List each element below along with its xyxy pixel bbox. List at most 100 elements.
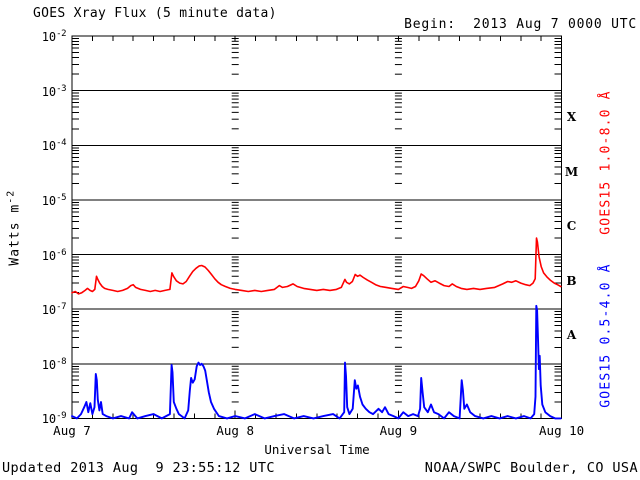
day-gridline-dash	[231, 92, 239, 94]
day-gridline-dash	[394, 128, 402, 130]
day-gridline-dash	[394, 391, 402, 393]
day-gridline-dash	[394, 102, 402, 104]
y-axis-tick-label: 10-4	[41, 138, 67, 154]
x-axis-tick-label: Aug 7	[53, 423, 91, 438]
day-gridline-dash	[231, 391, 239, 393]
day-gridline-dash	[394, 215, 402, 217]
day-gridline-dash	[231, 365, 239, 367]
begin-timestamp: Begin: 2013 Aug 7 0000 UTC	[404, 17, 637, 32]
day-gridline-dash	[394, 317, 402, 319]
day-gridline-dash	[394, 166, 402, 168]
y-axis-tick-label: 10-6	[41, 247, 67, 263]
y-axis-title: Watts m-2	[5, 118, 22, 338]
flare-class-letter: B	[566, 273, 577, 288]
day-gridline-dash	[231, 161, 239, 163]
day-gridline-dash	[231, 266, 239, 268]
y-axis-tick-label: 10-5	[41, 192, 67, 208]
day-gridline-dash	[231, 73, 239, 75]
day-gridline-dash	[394, 201, 402, 203]
x-axis-title: Universal Time	[264, 442, 370, 457]
day-gridline-dash	[231, 262, 239, 264]
day-gridline-dash	[231, 221, 239, 223]
day-gridline-dash	[231, 270, 239, 272]
day-gridline-dash	[231, 215, 239, 217]
day-gridline-dash	[231, 156, 239, 158]
day-gridline-dash	[231, 51, 239, 53]
day-gridline-dash	[231, 118, 239, 120]
day-gridline-dash	[231, 106, 239, 108]
day-gridline-dash	[394, 64, 402, 66]
day-gridline-dash	[231, 259, 239, 261]
day-gridline-dash	[231, 237, 239, 239]
day-gridline-dash	[231, 43, 239, 45]
day-gridline-dash	[231, 337, 239, 339]
day-gridline-dash	[231, 98, 239, 100]
flare-class-letter: X	[566, 109, 577, 124]
x-axis-tick-label: Aug 8	[216, 423, 254, 438]
flare-class-letter: C	[566, 219, 577, 234]
day-gridline-dash	[394, 182, 402, 184]
day-gridline-dash	[394, 173, 402, 175]
page-title: GOES Xray Flux (5 minute data)	[33, 6, 277, 21]
day-gridline-dash	[231, 204, 239, 206]
day-gridline-dash	[394, 207, 402, 209]
day-gridline-dash	[394, 365, 402, 367]
day-gridline-dash	[231, 102, 239, 104]
day-gridline-dash	[394, 311, 402, 313]
day-gridline-dash	[394, 161, 402, 163]
day-gridline-dash	[394, 256, 402, 258]
day-gridline-dash	[231, 311, 239, 313]
day-gridline-dash	[394, 275, 402, 277]
day-gridline-dash	[394, 40, 402, 42]
day-gridline-dash	[231, 325, 239, 327]
day-gridline-dash	[394, 385, 402, 387]
day-gridline-dash	[231, 385, 239, 387]
day-gridline-dash	[394, 204, 402, 206]
day-gridline-dash	[231, 37, 239, 39]
day-gridline-dash	[231, 153, 239, 155]
day-gridline-dash	[231, 379, 239, 381]
day-gridline-dash	[394, 401, 402, 403]
x-axis-tick-label: Aug 9	[379, 423, 418, 438]
day-gridline-dash	[394, 147, 402, 149]
source-credit: NOAA/SWPC Boulder, CO USA	[424, 460, 638, 476]
y-axis-tick-label: 10-8	[41, 356, 67, 372]
day-gridline-dash	[394, 73, 402, 75]
day-gridline-dash	[394, 368, 402, 370]
day-gridline-dash	[394, 98, 402, 100]
day-gridline-dash	[394, 282, 402, 284]
day-gridline-dash	[231, 320, 239, 322]
day-gridline-dash	[394, 270, 402, 272]
updated-timestamp: Updated 2013 Aug 9 23:55:12 UTC	[2, 460, 275, 476]
day-gridline-dash	[231, 313, 239, 315]
series-goes15-long	[71, 237, 562, 295]
day-gridline-dash	[231, 147, 239, 149]
day-gridline-dash	[394, 211, 402, 213]
day-gridline-dash	[394, 262, 402, 264]
flare-class-letter: A	[566, 328, 577, 343]
day-gridline-dash	[231, 275, 239, 277]
day-gridline-dash	[231, 182, 239, 184]
day-gridline-dash	[394, 375, 402, 377]
x-axis-tick-label: Aug 10	[539, 423, 585, 438]
day-gridline-dash	[394, 95, 402, 97]
day-gridline-dash	[231, 282, 239, 284]
day-gridline-dash	[394, 266, 402, 268]
day-gridline-dash	[394, 118, 402, 120]
day-gridline-dash	[394, 346, 402, 348]
day-gridline-dash	[394, 330, 402, 332]
day-gridline-dash	[394, 57, 402, 59]
day-gridline-dash	[394, 237, 402, 239]
day-gridline-dash	[231, 292, 239, 294]
day-gridline-dash	[394, 337, 402, 339]
day-gridline-dash	[394, 320, 402, 322]
day-gridline-dash	[394, 371, 402, 373]
day-gridline-dash	[231, 47, 239, 49]
day-gridline-dash	[394, 292, 402, 294]
day-gridline-dash	[394, 43, 402, 45]
day-gridline-dash	[231, 401, 239, 403]
y-axis-tick-label: 10-3	[41, 83, 67, 99]
day-gridline-dash	[231, 227, 239, 229]
